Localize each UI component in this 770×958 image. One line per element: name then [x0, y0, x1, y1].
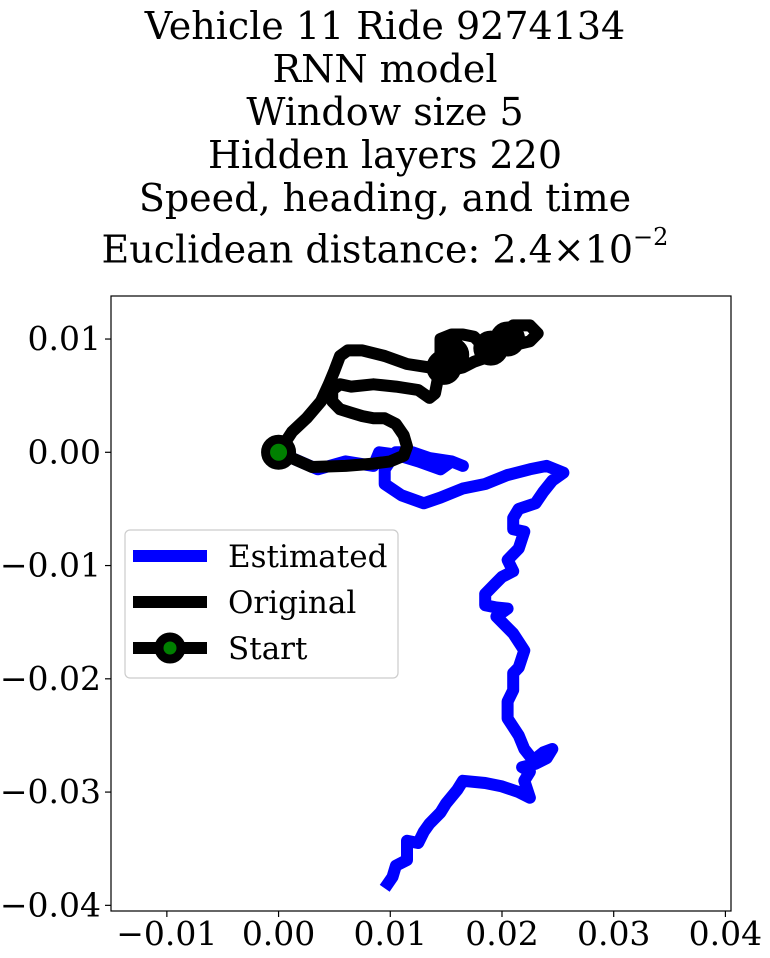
- legend-box: [124, 529, 399, 679]
- x-tick-label: 0.04: [689, 914, 762, 953]
- x-tick-label: 0.00: [242, 914, 315, 953]
- trajectory-marker-2: [434, 337, 470, 373]
- x-tick-label: 0.01: [354, 914, 427, 953]
- title-line-4: Hidden layers 220: [207, 133, 563, 177]
- metric-times: ×: [552, 227, 585, 272]
- series-layer: [261, 319, 570, 892]
- legend-label-estimated: Estimated: [228, 539, 387, 575]
- metric-exponent: −2: [633, 223, 669, 251]
- plot-frame: [110, 295, 732, 912]
- legend-start-marker: [154, 632, 186, 664]
- x-tick-label: −0.01: [116, 914, 217, 953]
- title-line-metric: Euclidean distance: 2.4×10−2: [0, 219, 770, 272]
- metric-base: 10: [584, 227, 634, 272]
- axis-ticks: −0.01 0.00 0.01 0.02 0.03 0.04 0.01 0.00 −0.01 −0…: [0, 319, 762, 953]
- legend-label-original: Original: [228, 585, 356, 621]
- y-tick-label: 0.00: [28, 432, 101, 471]
- metric-label: Euclidean distance:: [101, 227, 493, 272]
- title-line-1: Vehicle 11 Ride 9274134: [144, 4, 626, 48]
- y-tick-label: 0.01: [28, 319, 101, 358]
- y-tick-label: −0.04: [0, 885, 101, 924]
- x-tick-label: 0.02: [465, 914, 538, 953]
- start-marker: [261, 434, 297, 470]
- title-line-3: Window size 5: [246, 90, 524, 134]
- title-line-2: RNN model: [272, 47, 498, 91]
- metric-mantissa: 2.4: [492, 227, 553, 272]
- legend-label-start: Start: [228, 631, 308, 667]
- y-tick-label: −0.02: [0, 659, 101, 698]
- title-line-5: Speed, heading, and time: [138, 176, 632, 220]
- y-tick-label: −0.01: [0, 546, 101, 585]
- y-tick-label: −0.03: [0, 772, 101, 811]
- legend: Estimated Original Start: [124, 529, 399, 679]
- trajectory-marker-4: [490, 321, 526, 357]
- x-tick-label: 0.03: [577, 914, 650, 953]
